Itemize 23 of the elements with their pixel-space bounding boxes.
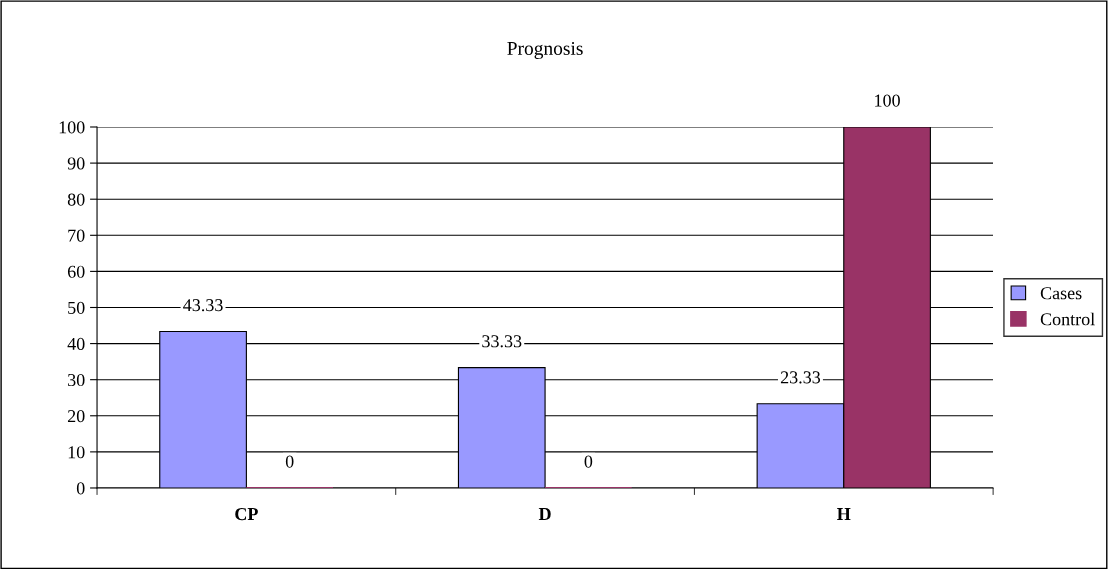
data-label: 43.33 (183, 299, 223, 312)
x-tick-label: H (837, 508, 851, 520)
data-label: 33.33 (482, 335, 522, 348)
y-tick-label: 90 (67, 157, 85, 170)
data-label: 0 (285, 455, 294, 468)
data-label: 100 (875, 94, 900, 107)
y-tick-label: 80 (67, 193, 85, 206)
legend-label: Cases (1040, 287, 1082, 300)
legend-label: Control (1040, 312, 1095, 326)
y-tick-label: 0 (76, 482, 85, 495)
x-tick-label: D (538, 508, 551, 520)
y-tick-label: 100 (59, 121, 85, 134)
chart-title: Prognosis (507, 41, 583, 59)
y-tick-label: 70 (68, 229, 85, 242)
data-label: 23.33 (780, 371, 821, 384)
y-tick-label: 60 (67, 265, 85, 278)
data-label: 0 (584, 455, 593, 468)
y-tick-label: 10 (68, 446, 85, 459)
y-tick-label: 40 (67, 337, 85, 351)
y-tick-label: 20 (67, 410, 85, 423)
x-tick-label: CP (235, 507, 258, 521)
y-tick-label: 30 (68, 373, 85, 387)
y-tick-label: 50 (68, 301, 85, 314)
